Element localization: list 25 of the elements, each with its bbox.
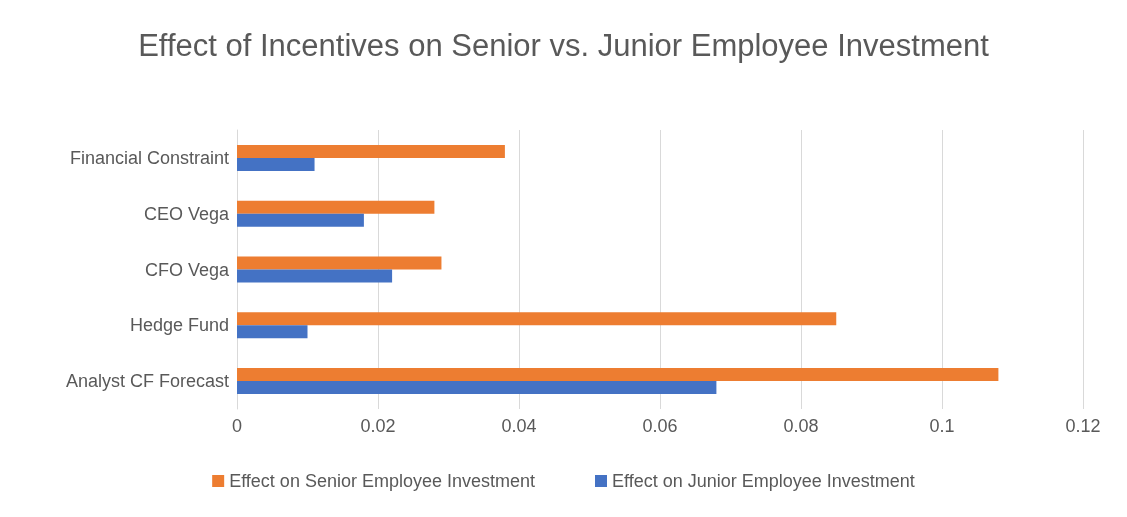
x-tick-label: 0.06 [642, 416, 678, 436]
x-tick-label: 0 [231, 416, 243, 436]
bar [237, 256, 442, 270]
x-tick-label: 0.02 [360, 416, 396, 436]
y-tick-label: Hedge Fund [129, 315, 229, 336]
y-tick-label: Financial Constraint [69, 147, 229, 168]
bar [237, 312, 837, 326]
x-tick-label: 0.04 [501, 416, 537, 436]
bar [237, 381, 717, 395]
y-tick-label: CEO Vega [143, 203, 230, 224]
x-tick-label: 0.08 [783, 416, 819, 436]
y-tick-label: CFO Vega [144, 259, 230, 280]
legend-label: Effect on Senior Employee Investment [229, 471, 536, 491]
bar [237, 213, 364, 227]
chart-title: Effect of Incentives on Senior vs. Junior Employee Investment [138, 27, 990, 63]
x-tick-label: 0.12 [1065, 416, 1101, 436]
bar [237, 368, 999, 382]
bar [237, 325, 308, 339]
x-tick-label: 0.1 [929, 416, 955, 436]
y-tick-label: Analyst CF Forecast [65, 371, 229, 392]
bar [237, 269, 393, 283]
legend-label: Effect on Junior Employee Investment [612, 471, 915, 491]
bar [237, 200, 435, 214]
bar [237, 157, 315, 171]
bar [237, 144, 505, 158]
